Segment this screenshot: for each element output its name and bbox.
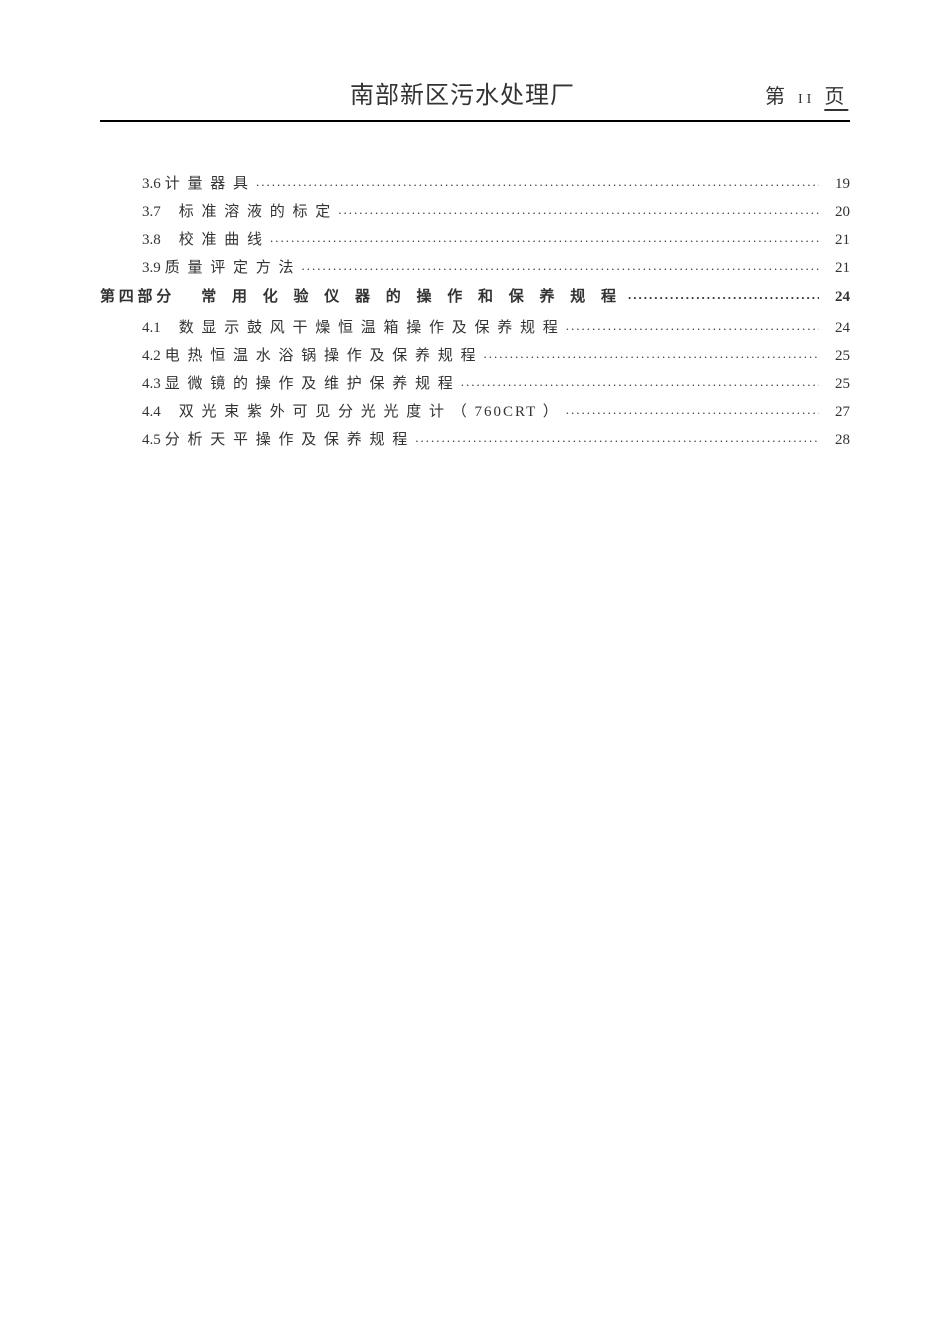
toc-dots [478,346,819,362]
header-title: 南部新区污水处理厂 [350,75,575,110]
toc-number: 4.1 [142,320,161,337]
toc-entry-main: 第 四 部 分 常 用 化 验 仪 器 的 操 作 和 保 养 规 程 24 [100,285,850,306]
toc-dots [250,174,819,190]
toc-title: 分 析 天 平 操 作 及 保 养 规 程 [165,428,410,449]
toc-page-number: 21 [819,232,850,249]
toc-title: 标 准 溶 液 的 标 定 [179,200,333,221]
toc-number: 3.6 [142,176,161,193]
toc-number: 3.7 [142,204,161,221]
page-number: II [798,92,815,107]
page-prefix: 第 [765,86,789,108]
header-page-indicator: 第 II 页 [765,80,848,109]
toc-title: 电 热 恒 温 水 浴 锅 操 作 及 保 养 规 程 [165,344,478,365]
toc-entry-sub: 3.9质 量 评 定 方 法 21 [100,256,850,277]
toc-title: 常 用 化 验 仪 器 的 操 作 和 保 养 规 程 [201,285,622,306]
toc-page-number: 20 [819,204,850,221]
toc-number: 4.4 [142,404,161,421]
toc-dots [296,258,819,274]
page-suffix: 页 [824,86,848,108]
toc-page-number: 25 [819,348,850,365]
toc-title: 质 量 评 定 方 法 [165,256,296,277]
document-page: 南部新区污水处理厂 第 II 页 3.6计 量 器 具 19 3.7 标 准 溶 液 … [0,0,950,536]
toc-entry-sub: 3.7 标 准 溶 液 的 标 定 20 [100,200,850,221]
toc-page-number: 25 [819,376,850,393]
toc-title: 数 显 示 鼓 风 干 燥 恒 温 箱 操 作 及 保 养 规 程 [179,316,560,337]
toc-title: 校 准 曲 线 [179,228,264,249]
toc-number: 3.8 [142,232,161,249]
toc-page-number: 28 [819,432,850,449]
toc-entry-sub: 3.6计 量 器 具 19 [100,172,850,193]
toc-entry-sub: 4.2电 热 恒 温 水 浴 锅 操 作 及 保 养 规 程 25 [100,344,850,365]
toc-title: 双 光 束 紫 外 可 见 分 光 光 度 计 （ 760CRT ） [179,400,560,421]
toc-title: 显 微 镜 的 操 作 及 维 护 保 养 规 程 [165,372,455,393]
toc-entry-sub: 4.4 双 光 束 紫 外 可 见 分 光 光 度 计 （ 760CRT ） 27 [100,400,850,421]
toc-number: 第 四 部 分 [100,285,171,306]
table-of-contents: 3.6计 量 器 具 19 3.7 标 准 溶 液 的 标 定 20 3.8 校 准 曲 线… [100,172,850,449]
toc-page-number: 27 [819,404,850,421]
page-header: 南部新区污水处理厂 第 II 页 [100,75,850,110]
toc-page-number: 19 [819,176,850,193]
toc-page-number: 24 [819,320,850,337]
header-divider [100,120,850,122]
toc-number: 4.3 [142,376,161,393]
toc-page-number: 21 [819,260,850,277]
toc-page-number: 24 [819,289,850,306]
toc-dots [332,202,819,218]
toc-dots [622,287,819,303]
toc-entry-sub: 4.1 数 显 示 鼓 风 干 燥 恒 温 箱 操 作 及 保 养 规 程 24 [100,316,850,337]
toc-entry-sub: 4.5分 析 天 平 操 作 及 保 养 规 程 28 [100,428,850,449]
toc-title: 计 量 器 具 [165,172,250,193]
toc-number: 4.2 [142,348,161,365]
toc-dots [455,374,819,390]
toc-dots [560,402,819,418]
toc-entry-sub: 4.3显 微 镜 的 操 作 及 维 护 保 养 规 程 25 [100,372,850,393]
toc-dots [264,230,819,246]
toc-number: 4.5 [142,432,161,449]
toc-entry-sub: 3.8 校 准 曲 线 21 [100,228,850,249]
toc-dots [409,430,819,446]
toc-dots [560,318,819,334]
toc-number: 3.9 [142,260,161,277]
